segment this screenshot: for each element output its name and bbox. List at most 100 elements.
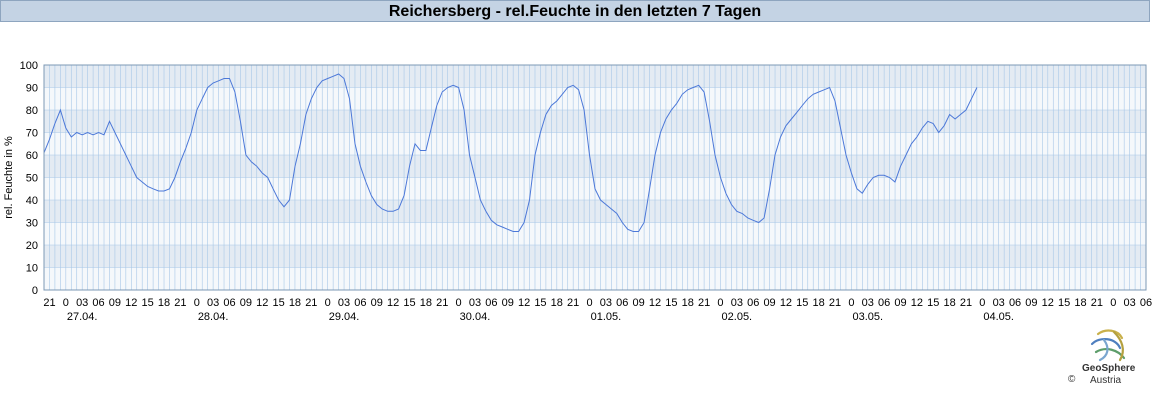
x-tick-label: 12 — [649, 297, 661, 309]
x-tick-label: 0 — [586, 297, 592, 309]
y-tick-label: 100 — [20, 60, 38, 72]
y-tick-label: 20 — [26, 240, 38, 252]
x-tick-label: 21 — [305, 297, 317, 309]
x-tick-label: 18 — [813, 297, 825, 309]
x-tick-label: 0 — [194, 297, 200, 309]
x-tick-label: 12 — [1042, 297, 1054, 309]
x-tick-label: 0 — [1110, 297, 1116, 309]
x-tick-label: 18 — [420, 297, 432, 309]
x-tick-label: 06 — [878, 297, 890, 309]
x-tick-label: 21 — [174, 297, 186, 309]
x-day-label: 01.05. — [591, 311, 622, 323]
chart-title: Reichersberg - rel.Feuchte in den letzte… — [388, 3, 762, 20]
x-tick-label: 0 — [848, 297, 854, 309]
y-tick-label: 50 — [26, 173, 38, 185]
x-tick-label: 12 — [911, 297, 923, 309]
x-day-label: 30.04. — [460, 311, 491, 323]
x-tick-label: 06 — [616, 297, 628, 309]
plot-frame — [43, 64, 1147, 291]
x-tick-label: 06 — [354, 297, 366, 309]
x-tick-label: 15 — [665, 297, 677, 309]
x-tick-label: 0 — [979, 297, 985, 309]
x-tick-label: 03 — [731, 297, 743, 309]
x-tick-label: 09 — [240, 297, 252, 309]
x-tick-label: 09 — [763, 297, 775, 309]
x-day-label: 29.04. — [329, 311, 360, 323]
x-tick-label: 06 — [747, 297, 759, 309]
x-tick-label: 03 — [993, 297, 1005, 309]
x-day-label: 28.04. — [198, 311, 229, 323]
logo-name: GeoSphere — [1082, 363, 1136, 374]
x-tick-label: 03 — [76, 297, 88, 309]
x-tick-label: 15 — [142, 297, 154, 309]
x-tick-label: 09 — [109, 297, 121, 309]
x-tick-label: 03 — [338, 297, 350, 309]
x-tick-label: 18 — [682, 297, 694, 309]
y-tick-label: 40 — [26, 195, 38, 207]
x-tick-label: 15 — [534, 297, 546, 309]
x-tick-label: 06 — [1140, 297, 1152, 309]
x-tick-label: 12 — [387, 297, 399, 309]
x-tick-label: 09 — [502, 297, 514, 309]
y-tick-label: 0 — [32, 285, 38, 297]
chart-title-bar: Reichersberg - rel.Feuchte in den letzte… — [0, 0, 1150, 22]
x-tick-label: 06 — [92, 297, 104, 309]
x-tick-label: 0 — [325, 297, 331, 309]
y-axis-ticks: 0 10 20 30 40 50 60 70 80 90 100 — [20, 60, 38, 297]
y-tick-label: 90 — [26, 83, 38, 95]
x-tick-label: 15 — [272, 297, 284, 309]
x-tick-label: 06 — [1009, 297, 1021, 309]
x-tick-label: 03 — [862, 297, 874, 309]
x-tick-label: 15 — [1058, 297, 1070, 309]
geosphere-logo — [1090, 329, 1126, 362]
x-tick-label: 18 — [289, 297, 301, 309]
x-tick-label: 15 — [403, 297, 415, 309]
x-tick-label: 0 — [717, 297, 723, 309]
x-tick-label: 18 — [943, 297, 955, 309]
x-tick-label: 09 — [633, 297, 645, 309]
x-tick-label: 06 — [485, 297, 497, 309]
x-tick-label: 15 — [796, 297, 808, 309]
x-day-label: 03.05. — [852, 311, 883, 323]
x-tick-label: 03 — [600, 297, 612, 309]
x-tick-label: 18 — [551, 297, 563, 309]
humidity-series-line — [43, 73, 978, 232]
x-tick-label: 21 — [698, 297, 710, 309]
x-tick-label: 21 — [43, 297, 55, 309]
x-tick-label: 21 — [829, 297, 841, 309]
x-tick-label: 09 — [371, 297, 383, 309]
x-tick-label: 12 — [518, 297, 530, 309]
y-tick-label: 10 — [26, 263, 38, 275]
x-tick-label: 06 — [223, 297, 235, 309]
x-tick-label: 21 — [567, 297, 579, 309]
x-tick-label: 12 — [256, 297, 268, 309]
y-tick-label: 30 — [26, 218, 38, 230]
x-tick-label: 18 — [158, 297, 170, 309]
x-axis-day-labels: 27.04. 28.04. 29.04. 30.04. 01.05. 02.05. 03.0… — [67, 311, 1014, 323]
x-tick-label: 03 — [207, 297, 219, 309]
copyright-symbol: © — [1068, 374, 1076, 385]
x-tick-label: 21 — [1091, 297, 1103, 309]
x-day-label: 02.05. — [722, 311, 753, 323]
y-axis-label: rel. Feuchte in % — [3, 136, 15, 219]
x-tick-label: 15 — [927, 297, 939, 309]
y-tick-label: 70 — [26, 128, 38, 140]
y-tick-label: 60 — [26, 150, 38, 162]
x-axis-ticks: 21 0 03 06 09 12 15 18 21 0 03 06 09 12 15 18 21 0 03 06 09 1… — [43, 297, 1152, 309]
x-tick-label: 0 — [63, 297, 69, 309]
x-tick-label: 03 — [469, 297, 481, 309]
x-tick-label: 21 — [436, 297, 448, 309]
x-day-label: 04.05. — [983, 311, 1014, 323]
x-tick-label: 0 — [456, 297, 462, 309]
x-tick-label: 12 — [780, 297, 792, 309]
x-day-label: 27.04. — [67, 311, 98, 323]
x-tick-label: 18 — [1074, 297, 1086, 309]
y-tick-label: 80 — [26, 105, 38, 117]
x-tick-label: 21 — [960, 297, 972, 309]
x-tick-label: 09 — [1025, 297, 1037, 309]
x-tick-label: 03 — [1124, 297, 1136, 309]
x-tick-label: 09 — [894, 297, 906, 309]
logo-country: Austria — [1090, 375, 1122, 386]
x-tick-label: 12 — [125, 297, 137, 309]
